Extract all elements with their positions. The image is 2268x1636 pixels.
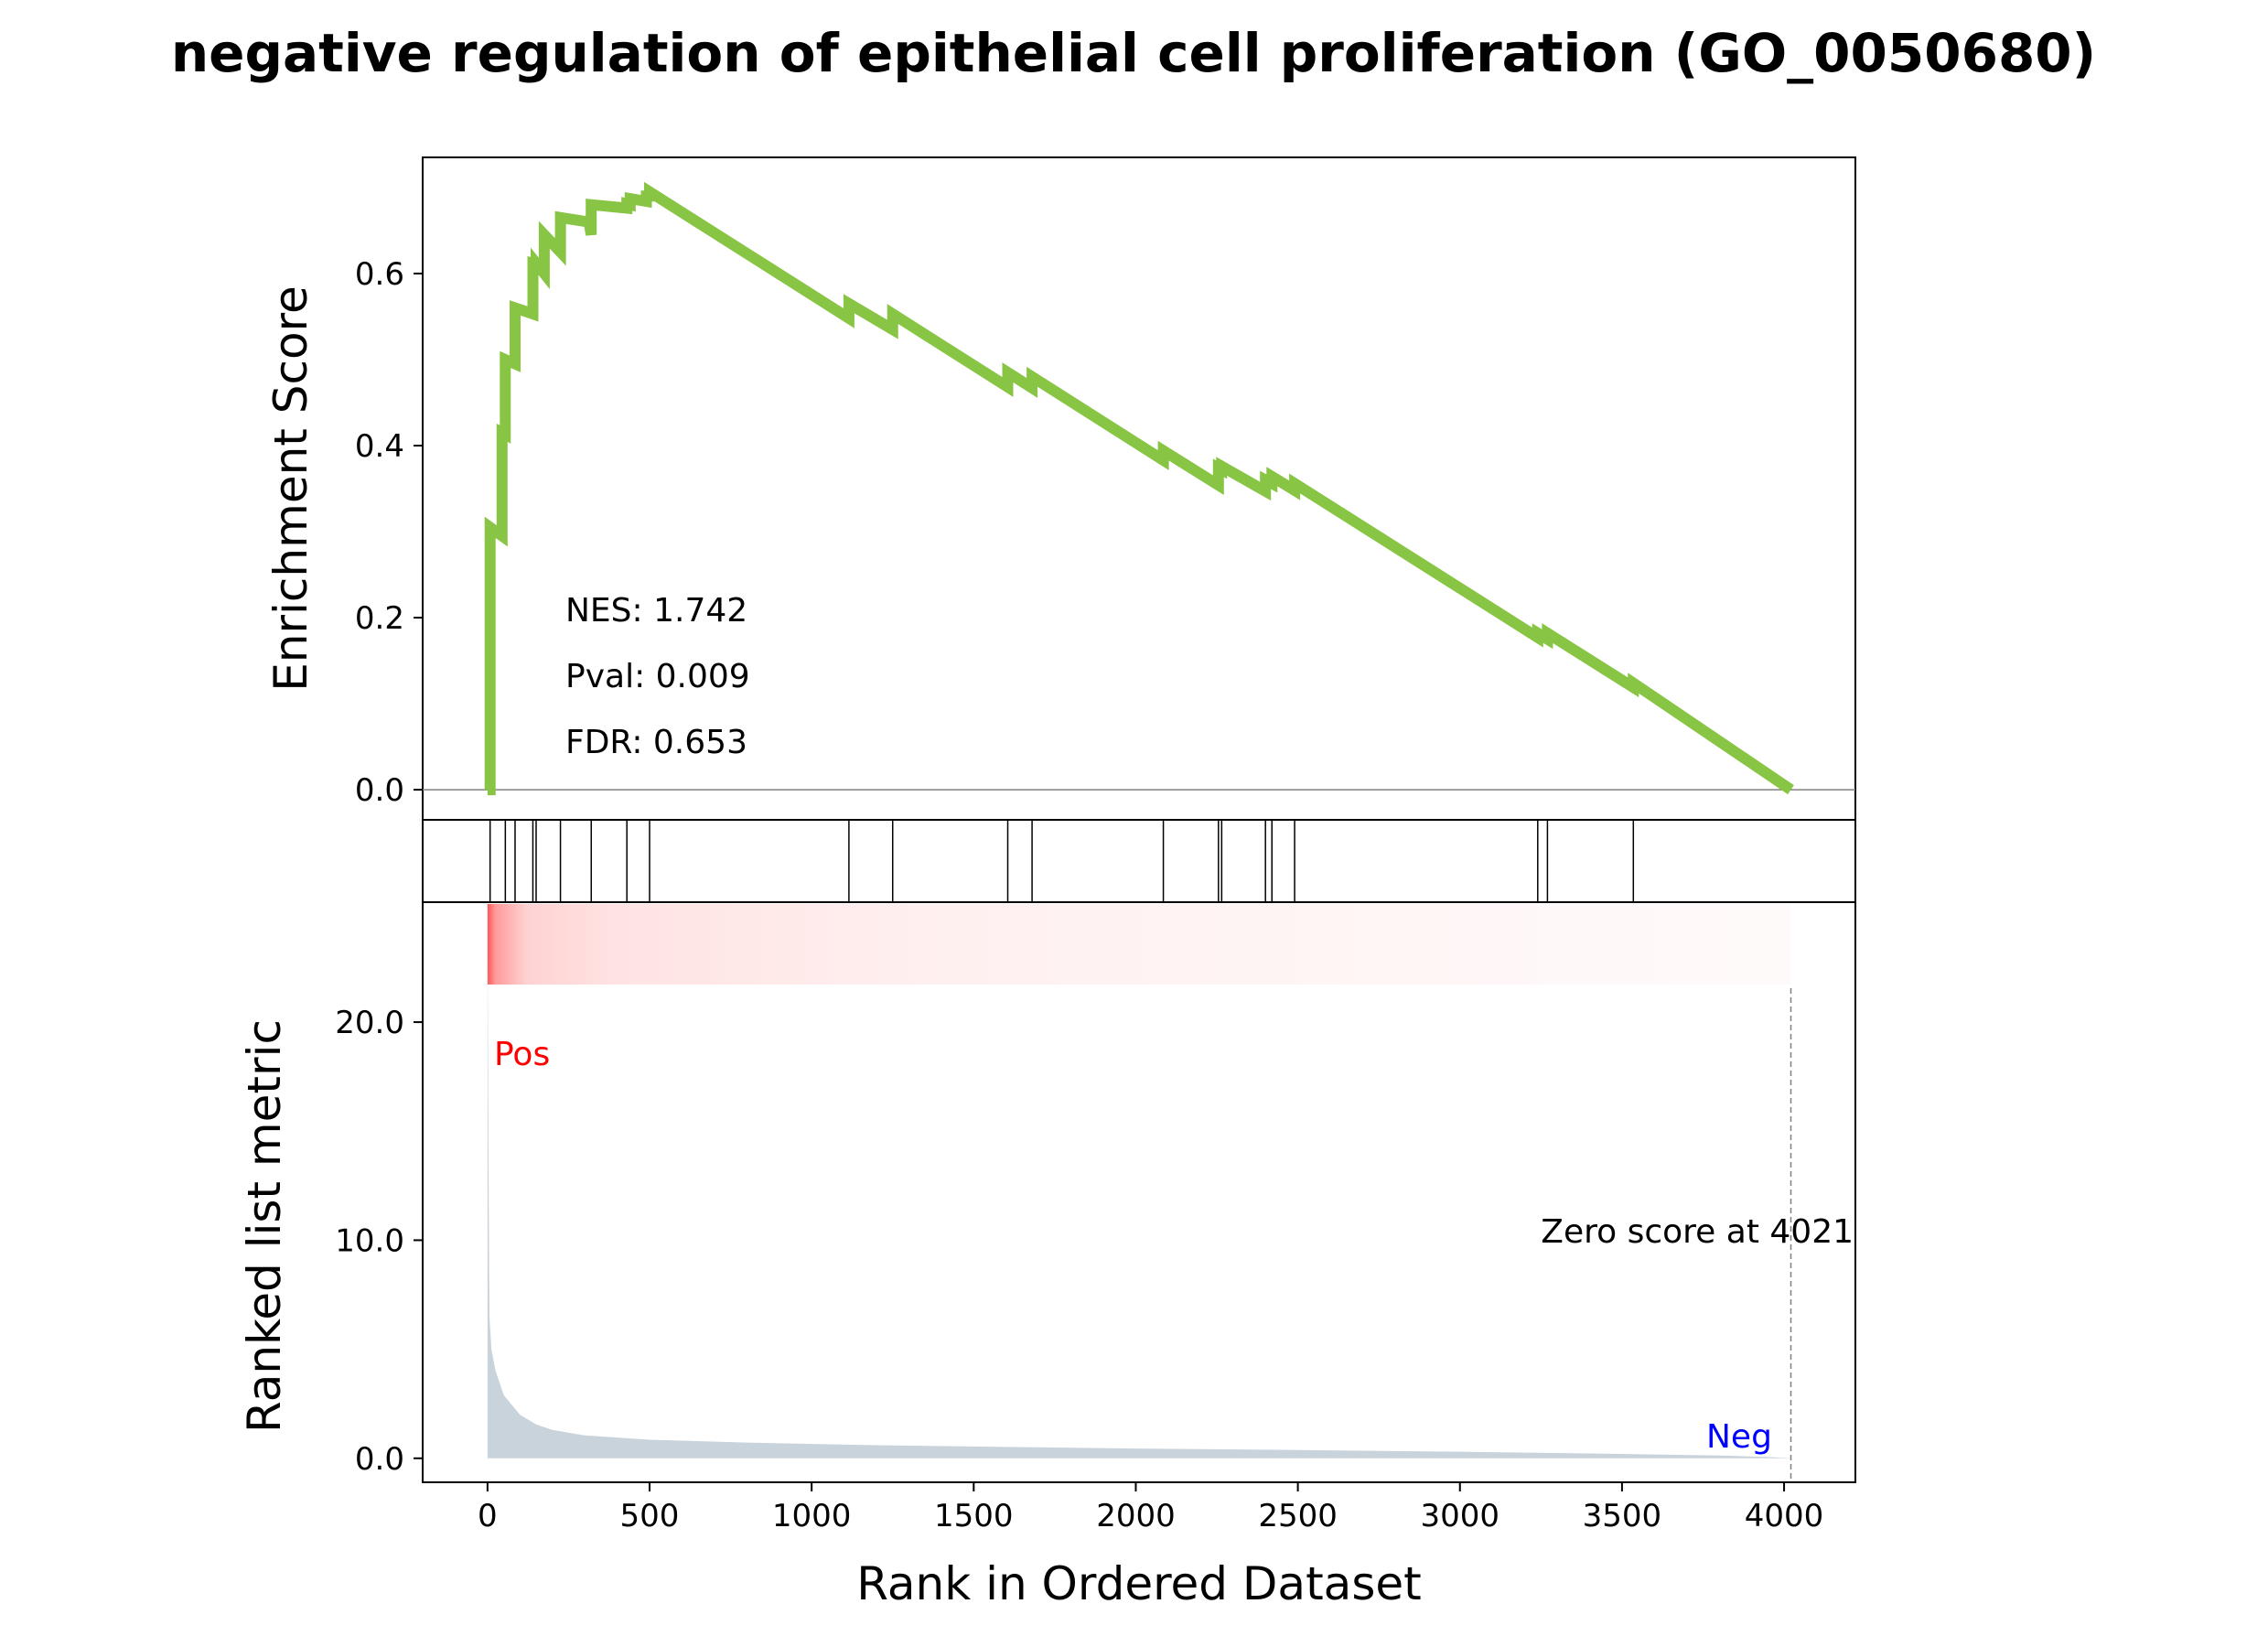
zero-score-annotation: Zero score at 4021 (1541, 1213, 1854, 1251)
metric-axis-label: Ranked list metric (238, 1019, 291, 1433)
x-tick-label: 1000 (772, 1498, 852, 1534)
es-y-tick-label: 0.4 (355, 428, 404, 465)
x-tick-label: 3500 (1583, 1498, 1662, 1534)
ranked-metric-area (487, 934, 1791, 1458)
x-tick-label: 3000 (1420, 1498, 1499, 1534)
pval-annotation: Pval: 0.009 (565, 658, 750, 695)
hits-panel (422, 819, 1856, 903)
metric-y-tick-label: 10.0 (335, 1222, 404, 1259)
x-tick-label: 1500 (934, 1498, 1014, 1534)
metric-y-tick-label: 20.0 (335, 1005, 404, 1041)
x-tick-label: 500 (620, 1498, 680, 1534)
chart-title: negative regulation of epithelial cell p… (171, 22, 2096, 84)
neg-label: Neg (1706, 1418, 1772, 1456)
es-curve (484, 181, 1794, 796)
x-axis-label: Rank in Ordered Dataset (856, 1557, 1421, 1610)
rank-heat-strip (487, 904, 1791, 985)
es-axis-label: Enrichment Score (264, 285, 317, 692)
x-tick-label: 0 (478, 1498, 498, 1534)
x-tick-label: 2000 (1096, 1498, 1176, 1534)
enrichment-panel (422, 156, 1856, 821)
x-tick-label: 4000 (1745, 1498, 1824, 1534)
es-y-tick-label: 0.6 (355, 256, 404, 293)
pos-label: Pos (494, 1036, 550, 1073)
es-y-tick-label: 0.0 (355, 772, 404, 809)
nes-annotation: NES: 1.742 (565, 592, 747, 630)
metric-y-tick-label: 0.0 (355, 1441, 404, 1478)
fdr-annotation: FDR: 0.653 (565, 724, 747, 761)
x-tick-label: 2500 (1258, 1498, 1338, 1534)
es-y-tick-label: 0.2 (355, 600, 404, 637)
ranked-metric-panel (422, 901, 1856, 1483)
